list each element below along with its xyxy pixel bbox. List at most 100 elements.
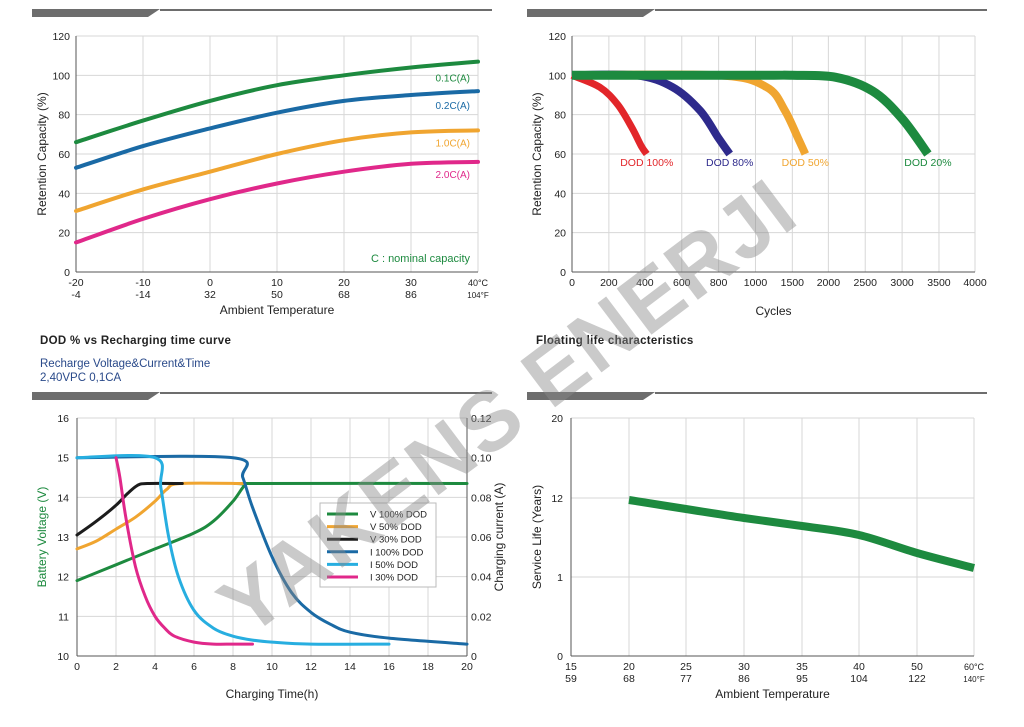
chart0-series-label: 1.0C(A): [436, 138, 470, 149]
chart0-x-tick: -20: [68, 277, 83, 289]
chart3-y-tick: 20: [551, 413, 563, 425]
chart1-x-tick: 3000: [890, 277, 914, 289]
chart1-series-label: DOD 100%: [620, 157, 673, 169]
chart2-y-tick: 11: [58, 611, 69, 623]
chart0-x-tick: 10: [271, 277, 283, 289]
chart0-note: C : nominal capacity: [371, 253, 471, 265]
chart1-y-tick: 0: [560, 267, 566, 279]
chart0-x-tick-f: 86: [405, 289, 417, 301]
chart1-y-tick: 100: [548, 70, 566, 82]
chart3-x-tick: 35: [796, 661, 808, 673]
chart0-x-tick: 30: [405, 277, 417, 289]
chart2-y2-tick: 0: [471, 651, 477, 663]
chart3-x-tick-f: 140°F: [963, 675, 985, 684]
chart0-series-line: [74, 89, 480, 170]
chart3-x-tick-f: 59: [565, 673, 577, 685]
chart1-x-tick: 1500: [781, 277, 805, 289]
chart1-series-label: DOD 50%: [782, 157, 829, 169]
chart3-y-tick: 12: [551, 493, 563, 505]
chart1-series-band: [570, 72, 650, 157]
chart2-y2-tick: 0.10: [471, 453, 492, 465]
chart1-x-tick: 2000: [817, 277, 841, 289]
chart1-y-tick: 80: [554, 110, 566, 122]
chart3-x-tick: 25: [680, 661, 692, 673]
chart3-x-tick: 20: [623, 661, 635, 673]
floating-caption-title: Floating life characteristics: [536, 335, 694, 347]
chart0-y-tick: 0: [64, 267, 70, 279]
chart2-legend-label: V 50% DOD: [370, 522, 422, 533]
chart2-xlabel: Charging Time(h): [226, 687, 319, 701]
chart1-x-tick: 1000: [744, 277, 768, 289]
chart3-ylabel: Service Life (Years): [530, 485, 544, 589]
chart3-x-tick: 15: [565, 661, 577, 673]
chart0-x-tick: 0: [207, 277, 213, 289]
chart1-series-label: DOD 80%: [706, 157, 753, 169]
chart1-y-tick: 20: [554, 228, 566, 240]
chart2-series-line: [75, 481, 184, 537]
chart1-x-tick: 600: [673, 277, 691, 289]
chart2-x-tick: 16: [383, 661, 395, 673]
chart2-y2label: Charging current (A): [492, 483, 506, 592]
chart0-series-line: [74, 128, 480, 213]
chart3-y-tick: 0: [557, 651, 563, 663]
chart0-series-label: 2.0C(A): [436, 170, 470, 181]
chart2-series-line: [75, 454, 469, 646]
chart0-x-tick-f: 32: [204, 289, 216, 301]
chart0-x-tick-f: 50: [271, 289, 283, 301]
chart2-legend-label: V 100% DOD: [370, 510, 427, 521]
chart2-x-tick: 6: [191, 661, 197, 673]
chart0-series-line: [74, 159, 480, 245]
chart2-x-tick: 4: [152, 661, 158, 673]
chart0-y-tick: 60: [58, 149, 70, 161]
chart3-x-tick: 30: [738, 661, 750, 673]
chart2-y-tick: 16: [57, 413, 69, 425]
recharge-caption-title: DOD % vs Recharging time curve: [40, 335, 232, 347]
chart2-legend-label: I 100% DOD: [370, 547, 423, 558]
chart2-x-tick: 14: [344, 661, 356, 673]
chart1-x-tick: 400: [636, 277, 654, 289]
chart0-x-tick-f: 104°F: [467, 291, 489, 300]
chart2-x-tick: 2: [113, 661, 119, 673]
chart2-y2-tick: 0.06: [471, 532, 492, 544]
chart0-x-tick: 40°C: [468, 278, 489, 288]
header-bar-top-left: [32, 9, 492, 17]
chart0-x-tick-f: -4: [71, 289, 80, 301]
chart2-ylabel: Battery Voltage (V): [35, 487, 49, 588]
chart1-x-tick: 4000: [963, 277, 987, 289]
chart1-x-tick: 0: [569, 277, 575, 289]
chart1-y-tick: 40: [554, 188, 566, 200]
chart0-ylabel: Retention Capacity (%): [35, 92, 49, 215]
chart1-y-tick: 120: [548, 31, 566, 43]
recharge-caption-sub1: Recharge Voltage&Current&Time: [40, 358, 211, 370]
chart1-x-tick: 800: [710, 277, 728, 289]
chart2-x-tick: 18: [422, 661, 434, 673]
chart0-y-tick: 120: [52, 31, 70, 43]
chart2-y-tick: 13: [57, 532, 69, 544]
chart3-x-tick-f: 68: [623, 673, 635, 685]
chart0-x-tick: -10: [135, 277, 150, 289]
chart0-x-tick-f: -14: [135, 289, 150, 301]
chart3-xlabel: Ambient Temperature: [715, 687, 830, 701]
chart2-legend-label: V 30% DOD: [370, 535, 422, 546]
chart1-x-tick: 3500: [927, 277, 951, 289]
chart0-series-line: [74, 59, 480, 145]
chart2-y-tick: 12: [57, 572, 69, 584]
chart2-x-tick: 20: [461, 661, 473, 673]
chart3-x-tick: 60°C: [964, 662, 985, 672]
chart1-x-tick: 2500: [854, 277, 878, 289]
chart3-x-tick-f: 122: [908, 673, 926, 685]
chart2-series-line: [114, 456, 254, 646]
chart3-x-tick-f: 95: [796, 673, 808, 685]
chart0-x-tick-f: 68: [338, 289, 350, 301]
chart3-x-tick: 50: [911, 661, 923, 673]
chart2-legend-label: I 50% DOD: [370, 560, 418, 571]
chart2-y2-tick: 0.08: [471, 492, 492, 504]
chart1-x-tick: 200: [600, 277, 618, 289]
chart0-series-label: 0.2C(A): [436, 101, 470, 112]
chart2-y-tick: 14: [57, 492, 69, 504]
chart0-xlabel: Ambient Temperature: [220, 303, 335, 317]
